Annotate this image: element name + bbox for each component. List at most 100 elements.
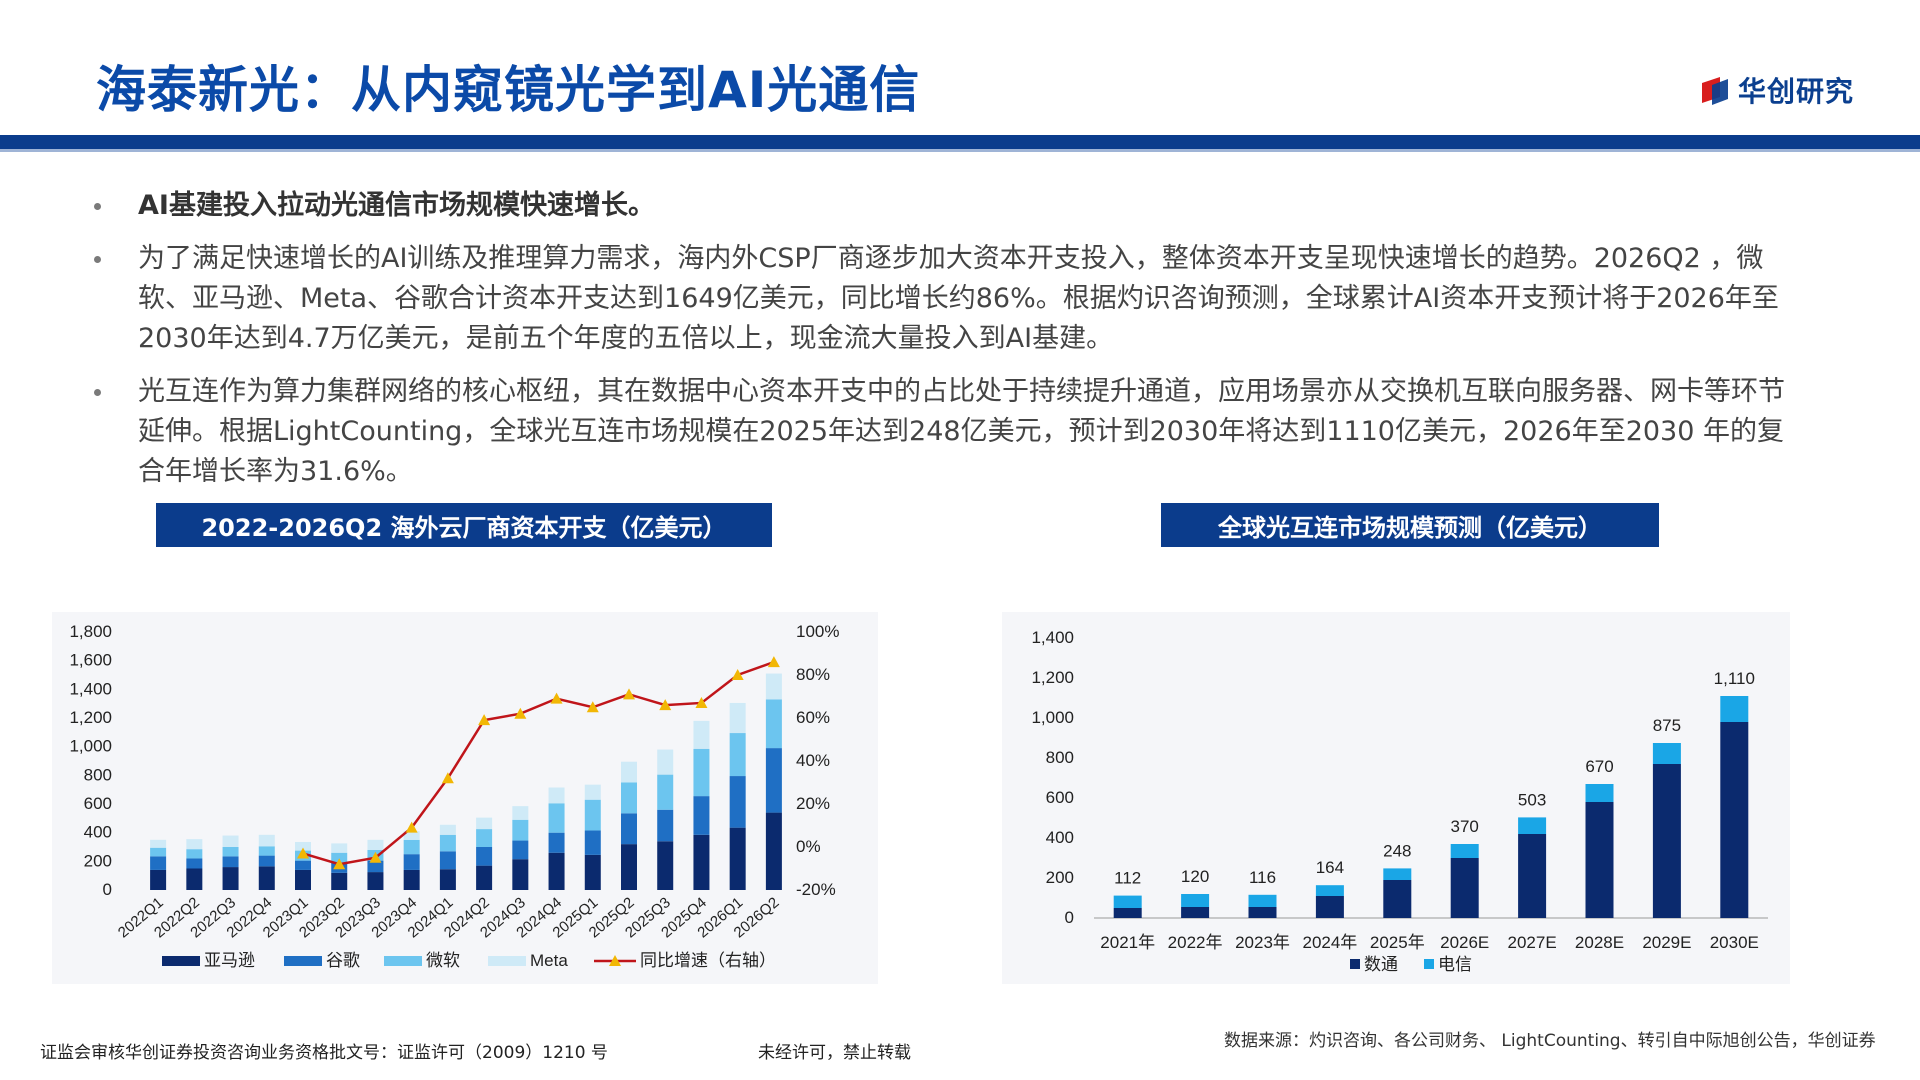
bar-segment [1652,743,1681,764]
optical-chart-panel: 0 200 400 600 800 1,000 1,200 1,400 112 2021年 120 2… [1002,612,1790,984]
bar-segment [222,856,239,868]
bar-segment [729,776,746,828]
y2-tick-label: 60% [796,708,830,727]
bar-segment [439,824,456,835]
x-tick-label: 2022年 [1168,933,1223,952]
bar-segment [621,813,637,845]
y-tick-label: 1,200 [69,708,112,727]
growth-point [514,707,527,719]
growth-point [333,858,346,870]
bar-segment [1518,817,1547,834]
bar-segment [403,869,420,890]
bar-segment [693,720,710,749]
bullet-list: AI基建投入拉动光通信市场规模快速增长。 为了满足快速增长的AI训练及推理算力需… [92,186,1792,505]
page-title: 海泰新光：从内窥镜光学到AI光通信 [96,61,921,119]
bar-segment [657,774,674,810]
bar-segment [295,860,311,870]
y2-tick-label: -20% [796,880,836,899]
capex-chart: 0 200 400 600 800 1,000 1,200 1,400 1,600 1,800 -2… [69,622,839,970]
legend-label: Meta [530,951,568,970]
bar-segment [222,847,239,857]
bar-segment [258,866,275,890]
optical-chart-title: 全球光互连市场规模预测（亿美元） [1161,503,1659,547]
footer-license: 证监会审核华创证券投资咨询业务资格批文号：证监许可（2009）1210 号 [40,1043,608,1063]
growth-point [297,847,309,859]
bar-segment [1181,907,1210,918]
bar-segment [439,851,456,870]
bar-segment [548,852,565,890]
bar-segment [584,799,601,831]
bar-segment [1518,834,1547,918]
bar-segment [765,748,782,813]
legend-swatch [1350,959,1360,969]
bar-segment [765,699,782,749]
y-tick-label: 0 [103,880,112,899]
footer-notice: 未经许可，禁止转载 [758,1043,911,1063]
y2-tick-label: 0% [796,837,821,856]
data-label: 116 [1249,868,1276,887]
bar-segment [439,869,456,890]
bar-segment [584,784,601,800]
bar-segment [693,834,710,890]
bar-segment [186,868,203,890]
y-tick-label: 600 [1046,788,1074,807]
growth-point [550,692,563,704]
legend-label: 微软 [426,951,460,970]
bar-segment [584,830,601,855]
bar-segment [765,812,782,890]
y-tick-label: 800 [1046,748,1074,767]
optical-chart: 0 200 400 600 800 1,000 1,200 1,400 112 2021年 120 2… [1031,628,1768,974]
bar-segment [548,832,565,853]
bar-segment [258,834,275,847]
bar-segment [295,841,311,851]
legend-swatch [384,956,422,966]
bar-segment [331,872,348,890]
bar-segment [1248,894,1277,907]
y-tick-label: 200 [1046,868,1074,887]
growth-point [695,696,708,708]
bar-segment [258,846,275,856]
bar-segment [367,839,384,850]
y2-tick-label: 100% [796,622,839,641]
y-tick-label: 1,800 [69,622,112,641]
bar-segment [729,733,746,777]
legend-swatch [488,956,526,966]
bar-segment [512,840,529,860]
bar-segment [621,761,637,783]
bar-segment [150,839,167,848]
bar-segment [1181,894,1210,907]
growth-line [302,660,775,866]
bar-segment [657,749,674,775]
data-label: 1,110 [1714,669,1755,688]
bar-segment [584,854,601,890]
bar-segment [1383,880,1412,918]
bar-segment [258,855,275,867]
bar-segment [476,829,493,847]
bar-segment [476,817,493,830]
brand-logo: 华创研究 [1700,70,1854,110]
footer-source: 数据来源：灼识咨询、各公司财务、 LightCounting、转引自中际旭创公告… [1224,1031,1876,1051]
bar-segment [1585,802,1614,918]
data-label: 120 [1181,867,1209,886]
y-tick-label: 1,000 [69,737,112,756]
growth-point [478,714,491,726]
bar-segment [512,806,529,820]
logo-text: 华创研究 [1738,75,1855,108]
bar-segment [621,844,637,890]
bullet-item: 为了满足快速增长的AI训练及推理算力需求，海内外CSP厂商逐步加大资本开支投入，… [92,239,1792,359]
data-label: 503 [1518,790,1546,809]
y-tick-label: 1,200 [1031,668,1074,687]
bar-segment [222,867,239,890]
bar-segment [222,835,239,847]
bar-segment [367,860,384,873]
growth-point [731,669,744,680]
bar-segment [331,852,348,863]
x-tick-label: 2028E [1575,933,1624,952]
growth-point [623,688,635,700]
bar-segment [150,856,167,870]
y2-tick-label: 20% [796,794,830,813]
legend-swatch [284,956,322,966]
y2-tick-label: 40% [796,751,830,770]
bar-segment [150,869,167,890]
bar-segment [1450,844,1479,858]
